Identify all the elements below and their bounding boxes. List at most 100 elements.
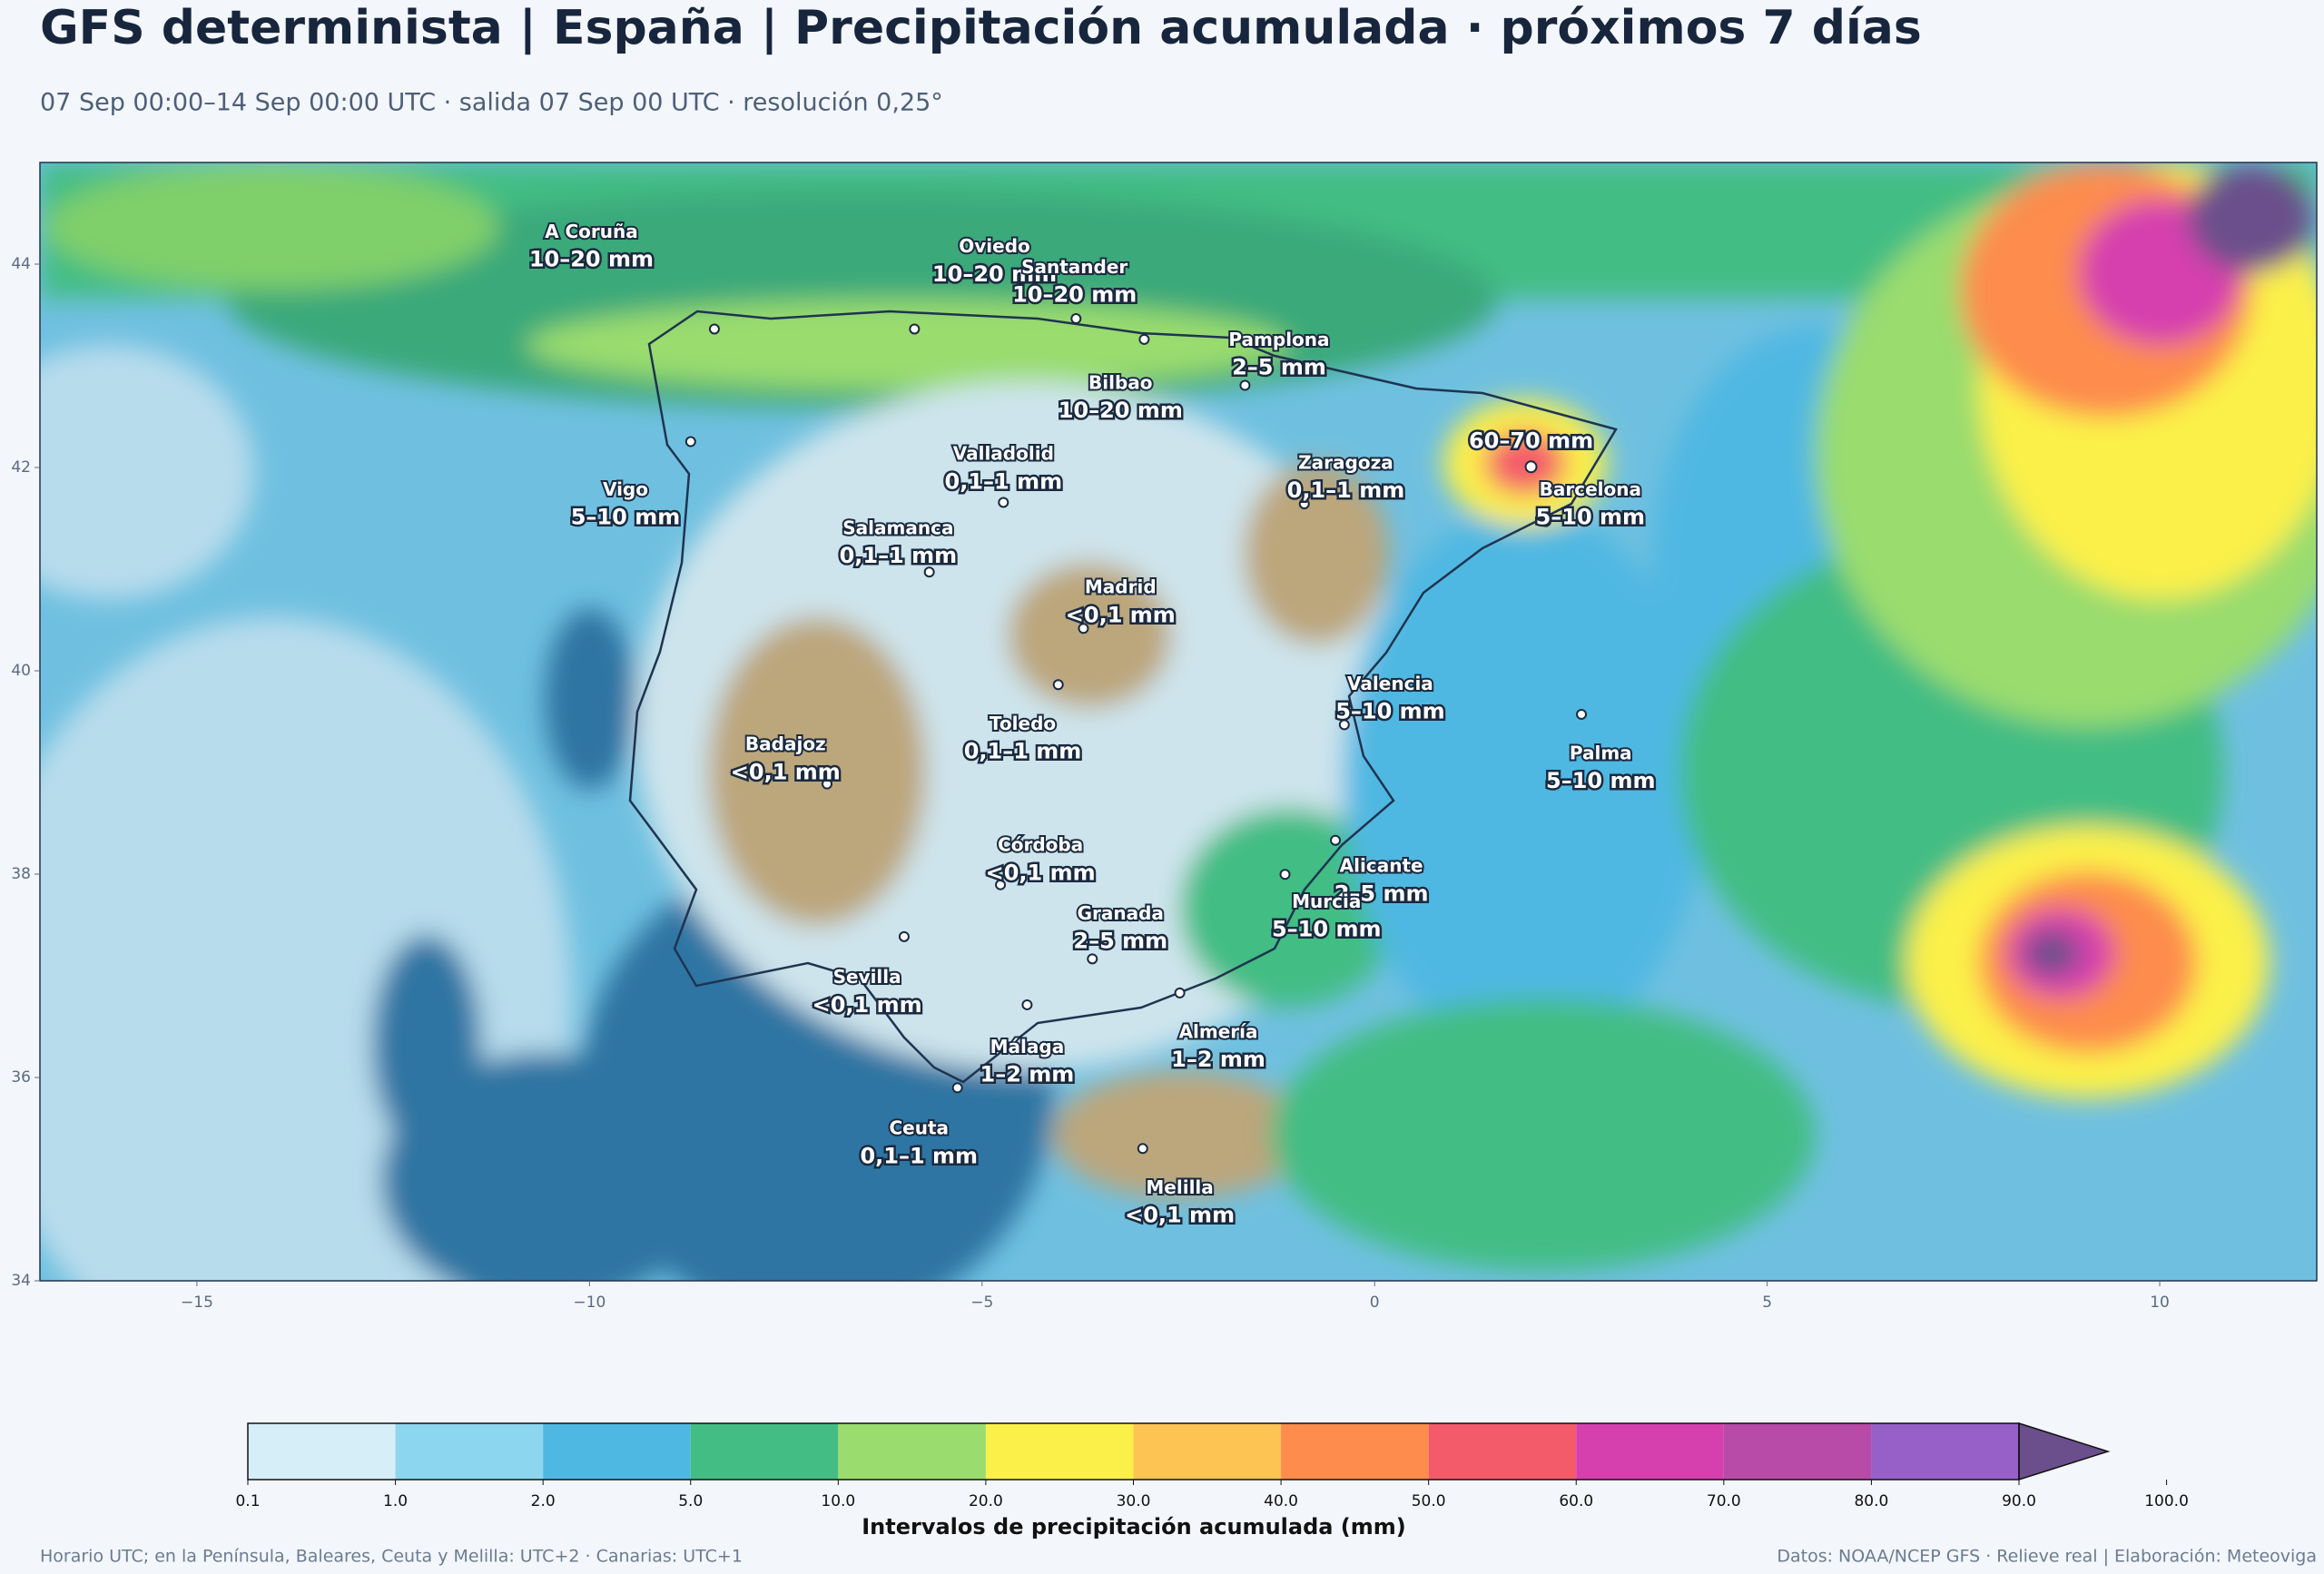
city-dot [1137, 1143, 1148, 1155]
city-dot [998, 497, 1009, 508]
city-dot [1078, 623, 1089, 635]
city-value: 2–5 mm [1334, 880, 1429, 906]
city-name: Valencia [1347, 673, 1433, 694]
city-dot [1087, 953, 1098, 965]
y-tick-label: 34 [11, 1272, 31, 1290]
city-dot [1330, 834, 1342, 846]
city-name: A Coruña [545, 221, 638, 242]
city-value: 5–10 mm [571, 505, 680, 530]
city-dot [1070, 313, 1082, 325]
y-tick-label: 38 [11, 865, 31, 883]
city-dot [923, 566, 935, 578]
max-dot [1524, 460, 1538, 474]
city-dot [909, 323, 921, 335]
city-dot [1338, 719, 1350, 731]
city-value: <0,1 mm [1066, 602, 1176, 627]
city-value: 10–20 mm [1059, 398, 1183, 423]
colorbar-tick-label: 80.0 [1854, 1492, 1888, 1510]
colorbar-swatch [1428, 1423, 1577, 1480]
y-tick-label: 36 [11, 1068, 31, 1087]
city-dot [822, 778, 833, 790]
colorbar-tick-label: 100.0 [2144, 1492, 2189, 1510]
city-value: 5–10 mm [1536, 505, 1645, 530]
city-name: Salamanca [842, 516, 953, 538]
city-dot [1298, 498, 1310, 510]
colorbar-tick-label: 70.0 [1707, 1492, 1741, 1510]
city-name: Valladolid [953, 443, 1054, 465]
x-tick-label: −5 [970, 1294, 993, 1312]
city-value: <0,1 mm [731, 759, 841, 784]
city-value: 10–20 mm [1012, 282, 1137, 308]
colorbar-swatch [1576, 1423, 1724, 1480]
city-value: 2–5 mm [1232, 355, 1326, 380]
city-dot [1540, 516, 1551, 527]
colorbar-tick-label: 10.0 [821, 1492, 855, 1510]
city-name: Bilbao [1088, 371, 1153, 393]
city-name: Badajoz [745, 733, 826, 755]
city-dot [1279, 869, 1291, 880]
city-name: Málaga [990, 1036, 1065, 1058]
city-name: Ceuta [889, 1117, 949, 1139]
city-name: Toledo [990, 713, 1056, 734]
city-value: 5–10 mm [1546, 768, 1655, 793]
colorbar-swatch [690, 1423, 839, 1480]
city-name: Sevilla [833, 966, 901, 988]
y-tick-label: 42 [11, 458, 31, 477]
city-name: Alicante [1340, 855, 1423, 877]
city-name: Santander [1021, 256, 1128, 278]
city-dot [898, 930, 910, 942]
colorbar-swatch [985, 1423, 1134, 1480]
city-dot [995, 879, 1007, 890]
city-value: <0,1 mm [1125, 1203, 1235, 1228]
colorbar-tick-label: 0.1 [235, 1492, 260, 1510]
subtitle: 07 Sep 00:00–14 Sep 00:00 UTC · salida 0… [40, 89, 943, 117]
city-name: Granada [1078, 902, 1164, 924]
colorbar-swatch [248, 1423, 396, 1480]
city-name: Madrid [1085, 576, 1157, 598]
colorbar-swatch [1723, 1423, 1872, 1480]
city-name: Vigo [603, 478, 648, 500]
city-value: 2–5 mm [1073, 929, 1167, 954]
colorbar-swatch [1281, 1423, 1429, 1480]
city-value: 1–2 mm [1171, 1047, 1265, 1072]
city-name: Palma [1570, 743, 1632, 764]
colorbar-tick-label: 30.0 [1117, 1492, 1151, 1510]
colorbar-tick-label: 20.0 [969, 1492, 1003, 1510]
colorbar-swatch [395, 1423, 544, 1480]
city-dot [1239, 379, 1251, 391]
city-dot [951, 1082, 963, 1094]
city-value: 0,1–1 mm [840, 543, 958, 568]
max-label: 60–70 mm [1469, 428, 1593, 454]
colorbar-swatch [1133, 1423, 1282, 1480]
colorbar-tick-label: 2.0 [531, 1492, 556, 1510]
x-tick-label: 10 [2150, 1294, 2170, 1312]
city-value: 0,1–1 mm [945, 468, 1063, 494]
x-tick-label: 0 [1370, 1294, 1380, 1312]
colorbar-label: Intervalos de precipitación acumulada (m… [862, 1514, 1406, 1540]
city-value: 10–20 mm [932, 261, 1057, 287]
precip-field [40, 162, 2317, 1281]
coastline [628, 310, 1618, 1084]
x-tick-label: −15 [181, 1294, 213, 1312]
x-tick-label: −10 [573, 1294, 606, 1312]
city-dot [1576, 708, 1588, 720]
city-name: Murcia [1292, 890, 1361, 912]
colorbar-extend [2018, 1422, 2111, 1481]
city-name: Pamplona [1228, 329, 1329, 350]
city-name: Almería [1179, 1020, 1258, 1042]
city-value: 5–10 mm [1335, 698, 1444, 723]
city-name: Oviedo [959, 235, 1030, 257]
city-dot [708, 323, 720, 335]
city-name: Melilla [1146, 1176, 1213, 1198]
city-dot [1052, 679, 1064, 691]
colorbar-tick-label: 90.0 [2002, 1492, 2036, 1510]
city-name: Barcelona [1540, 478, 1641, 500]
colorbar-tick-label: 50.0 [1412, 1492, 1446, 1510]
colorbar-swatch [1871, 1423, 2019, 1480]
colorbar-tick-label: 5.0 [678, 1492, 703, 1510]
colorbar-tick-label: 1.0 [383, 1492, 408, 1510]
city-value: 0,1–1 mm [964, 739, 1082, 764]
city-name: Córdoba [998, 834, 1083, 856]
colorbar-tick-label: 60.0 [1559, 1492, 1593, 1510]
city-dot [1174, 987, 1186, 999]
